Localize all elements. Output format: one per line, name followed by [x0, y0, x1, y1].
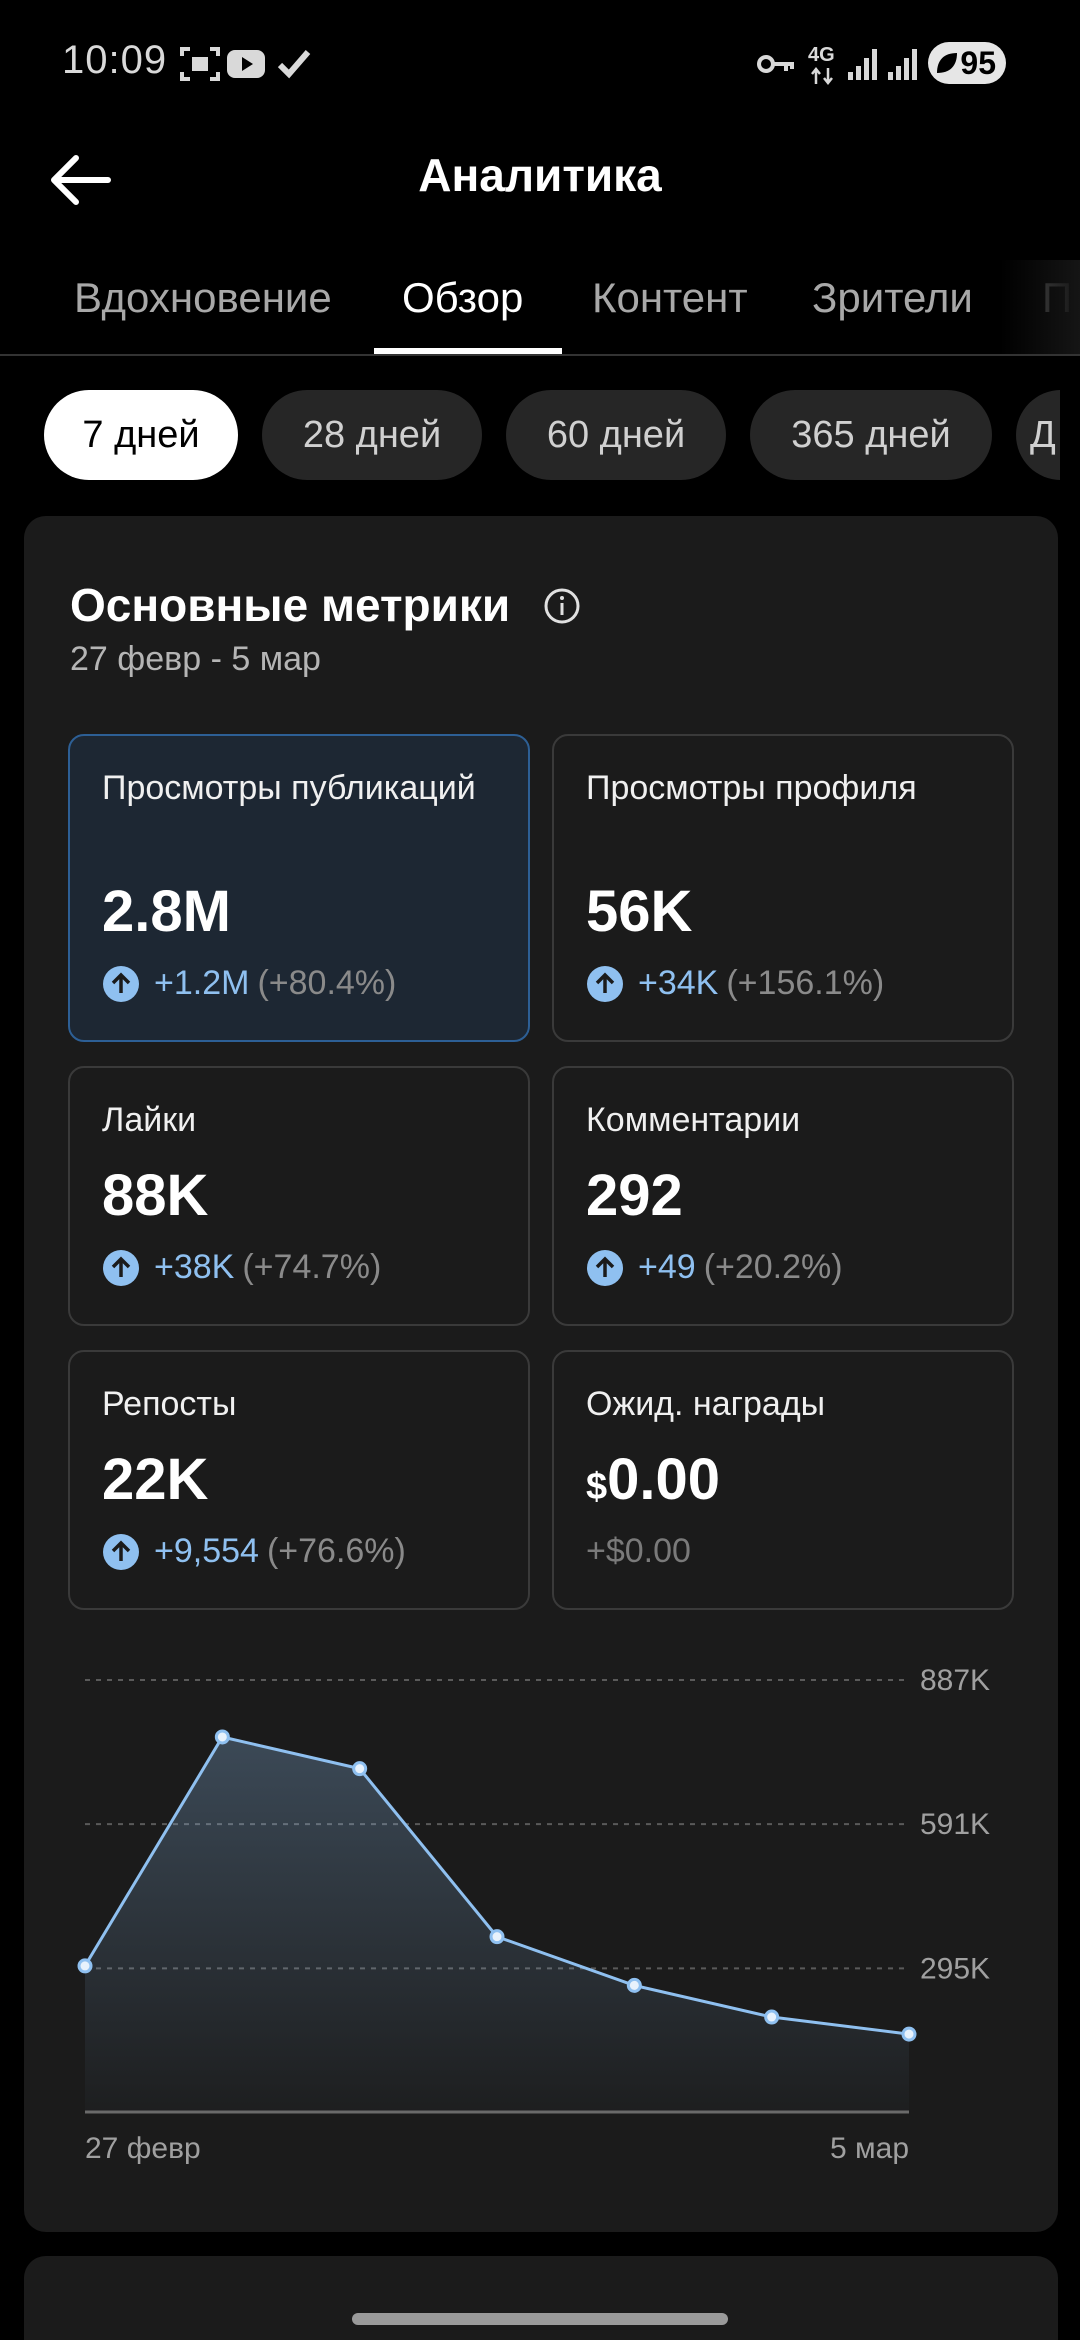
battery-level: 95 [960, 44, 996, 81]
y-tick-label: 295K [920, 1952, 990, 1985]
metric-label: Лайки [102, 1101, 197, 1139]
back-button[interactable] [40, 140, 120, 220]
metric-value: 2.8M [102, 879, 231, 944]
status-time: 10:09 [62, 38, 168, 82]
metric-likes[interactable]: Лайки 88K +38K (+74.7%) [68, 1066, 530, 1326]
delta-absolute: +38K [154, 1248, 235, 1286]
metric-delta: +34K (+156.1%) [586, 964, 884, 1003]
arrow-up-circle-icon [103, 965, 139, 1002]
arrow-up-circle-icon [587, 965, 623, 1002]
metric-label: Репосты [102, 1385, 237, 1423]
metric-comments[interactable]: Комментарии 292 +49 (+20.2%) [552, 1066, 1014, 1326]
metric-post-views[interactable]: Просмотры публикаций 2.8M +1.2M (+80.4%) [68, 734, 530, 1042]
delta-percent: (+76.6%) [266, 1532, 406, 1570]
chip-28-days[interactable]: 28 дней [262, 390, 482, 480]
metric-label: Ожид. награды [586, 1385, 826, 1423]
delta-absolute: +9,554 [154, 1532, 259, 1570]
area-fill [85, 1736, 909, 2112]
metric-amount: 0.00 [607, 1447, 721, 1512]
metric-delta: +9,554 (+76.6%) [102, 1532, 406, 1571]
data-arrows-icon [811, 66, 833, 86]
metric-profile-views[interactable]: Просмотры профиля 56K +34K (+156.1%) [552, 734, 1014, 1042]
metric-label: Комментарии [586, 1101, 801, 1139]
tab-inspiration[interactable]: Вдохновение [74, 274, 332, 321]
signal-icon [848, 49, 877, 80]
metric-delta: +49 (+20.2%) [586, 1248, 843, 1287]
battery-indicator: 95 [928, 42, 1006, 84]
chip-7-days[interactable]: 7 дней [44, 390, 238, 480]
metric-expected-rewards[interactable]: Ожид. награды $0.00 +$0.00 [552, 1350, 1014, 1610]
arrow-up-circle-icon [103, 1249, 139, 1286]
network-type: 4G [808, 44, 835, 66]
app-header: Аналитика [0, 130, 1080, 240]
metric-value: 56K [586, 879, 693, 944]
youtube-icon [227, 50, 265, 78]
active-tab-indicator [374, 348, 562, 354]
home-indicator[interactable] [352, 2313, 728, 2325]
metric-delta: +38K (+74.7%) [102, 1248, 381, 1287]
metric-value: 88K [102, 1163, 209, 1228]
data-point [489, 1929, 505, 1945]
metric-value: 22K [102, 1447, 209, 1512]
next-card [24, 2256, 1058, 2340]
chip-365-days[interactable]: 365 дней [750, 390, 992, 480]
metric-delta: +1.2M (+80.4%) [102, 964, 396, 1003]
delta-absolute: +1.2M [154, 964, 250, 1002]
data-point [214, 1729, 230, 1745]
delta-percent: (+74.7%) [242, 1248, 382, 1286]
delta-percent: (+80.4%) [257, 964, 397, 1002]
x-start-label: 27 февр [85, 2132, 201, 2165]
arrow-left-icon [51, 155, 111, 205]
y-tick-label: 887K [920, 1664, 990, 1697]
delta-percent: (+20.2%) [703, 1248, 843, 1286]
battery-saver-icon [937, 53, 957, 73]
data-point [352, 1761, 368, 1777]
check-icon [277, 50, 311, 79]
metric-value: $0.00 [586, 1446, 720, 1513]
screenshot-icon [180, 47, 220, 81]
info-icon[interactable] [542, 586, 582, 626]
data-point [77, 1958, 93, 1974]
metric-delta: +$0.00 [586, 1532, 691, 1571]
chip-custom[interactable]: Д [1016, 390, 1060, 480]
tab-overview[interactable]: Обзор [402, 274, 524, 321]
arrow-up-circle-icon [587, 1249, 623, 1286]
data-point [764, 2009, 780, 2025]
status-bar: 10:09 4G 95 [0, 0, 1080, 130]
post-views-chart[interactable]: 295K 591K 887K 27 февр 5 мар [24, 1646, 1058, 2306]
signal-icon [888, 49, 917, 80]
delta-absolute: +49 [638, 1248, 696, 1286]
chip-60-days[interactable]: 60 дней [506, 390, 726, 480]
data-point [901, 2026, 917, 2042]
page-title: Аналитика [418, 149, 662, 201]
date-range: 27 февр - 5 мар [70, 640, 321, 678]
vpn-key-icon [757, 55, 794, 73]
metric-label: Просмотры публикаций [102, 769, 476, 807]
delta-absolute: +$0.00 [586, 1532, 691, 1570]
metric-reposts[interactable]: Репосты 22K +9,554 (+76.6%) [68, 1350, 530, 1610]
metric-value: 292 [586, 1163, 683, 1228]
currency-symbol: $ [586, 1466, 608, 1508]
tabs-fade [1000, 260, 1080, 354]
delta-absolute: +34K [638, 964, 719, 1002]
period-chips: 7 дней 28 дней 60 дней 365 дней Д [0, 390, 1060, 482]
delta-percent: (+156.1%) [726, 964, 885, 1002]
data-point [626, 1977, 642, 1993]
card-title: Основные метрики [70, 579, 511, 631]
tab-audience[interactable]: Зрители [812, 274, 973, 321]
key-metrics-card: Основные метрики 27 февр - 5 мар Просмот… [24, 516, 1058, 2232]
arrow-up-circle-icon [103, 1533, 139, 1570]
metric-label: Просмотры профиля [586, 769, 917, 807]
y-tick-label: 591K [920, 1808, 990, 1841]
x-end-label: 5 мар [830, 2132, 909, 2165]
tab-bar: Вдохновение Обзор Контент Зрители П [0, 260, 1080, 356]
tab-content[interactable]: Контент [592, 274, 748, 321]
